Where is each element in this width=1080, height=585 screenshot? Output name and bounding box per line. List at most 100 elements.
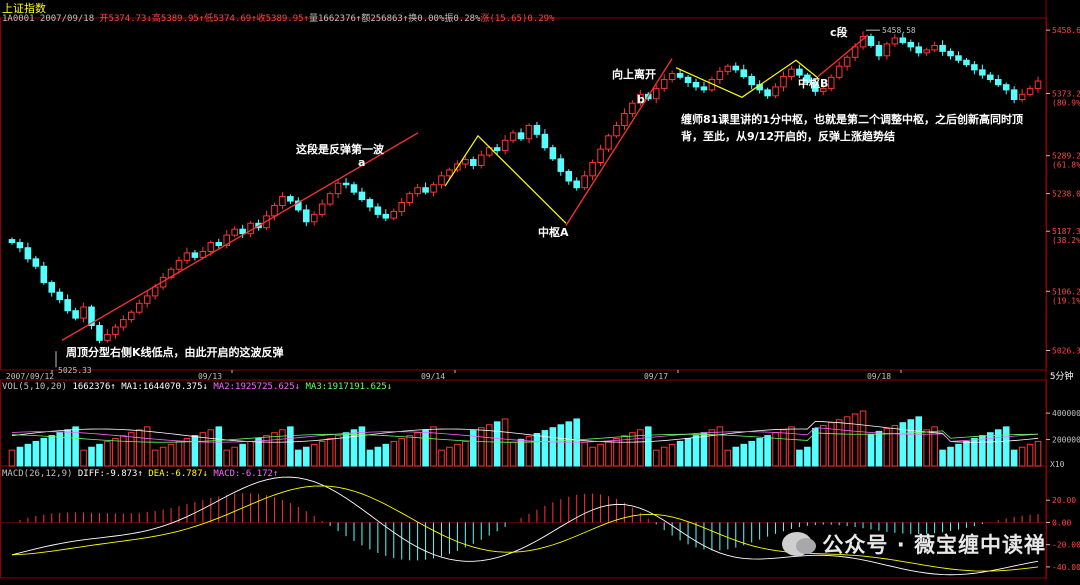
candle-body <box>334 182 342 195</box>
volume-bar <box>430 426 437 467</box>
candle-body <box>8 239 16 244</box>
volume-bar <box>1026 443 1034 467</box>
candle-body <box>668 73 676 81</box>
volume-bar <box>255 438 262 467</box>
volume-indicator-header: VOL(5,10,20) 1662376↑ MA1:1644070.375↓ M… <box>2 382 392 392</box>
fib-pct-label: (38.2%) <box>1052 236 1080 245</box>
volume-bar <box>175 440 183 467</box>
volume-bar <box>199 432 207 467</box>
vol-header-segment: MA2:1925725.625↓ <box>207 382 301 392</box>
candle-body <box>1018 93 1026 101</box>
annotation-second-zhongshu: 缠师81课里讲的1分中枢，也就是第二个调整中枢，之后创新高同时顶背，至此，从9/… <box>681 113 1023 143</box>
candle-body <box>40 265 48 284</box>
volume-bar <box>48 435 56 467</box>
candle-body <box>159 276 167 288</box>
volume-bar <box>366 449 374 467</box>
volume-bar <box>931 426 938 467</box>
candle-body <box>287 196 294 202</box>
volume-bar <box>438 449 445 467</box>
volume-bar <box>207 429 215 467</box>
volume-bar <box>772 432 779 467</box>
volume-bar <box>692 435 700 467</box>
volume-bar <box>88 446 95 467</box>
volume-bar <box>812 427 819 467</box>
volume-bar <box>159 446 167 467</box>
candle-body <box>676 73 684 78</box>
candle-body <box>613 124 620 137</box>
candle-body <box>366 199 374 208</box>
price-tick-label: 5238.0 <box>1052 190 1080 199</box>
volume-bar <box>875 430 883 467</box>
volume-bar <box>915 416 922 467</box>
candle-body <box>780 76 787 88</box>
volume-bar <box>589 446 596 467</box>
vol-ma10 <box>11 427 1039 443</box>
volume-bar <box>891 425 899 467</box>
candle-body <box>851 46 859 58</box>
vol-header-segment: MA3:1917191.625↓ <box>300 382 393 392</box>
candle-body <box>350 184 358 193</box>
volume-bar <box>684 438 692 467</box>
price-tick-label: 5106.2 <box>1052 287 1080 296</box>
info-segment: 开5374.73↓ <box>99 14 152 24</box>
volume-bar <box>851 413 859 467</box>
volume-bar <box>939 449 946 467</box>
candle-body <box>104 333 111 341</box>
candle-body <box>923 49 930 54</box>
volume-bar <box>565 421 573 467</box>
candle-body <box>637 93 644 104</box>
volume-bar <box>223 449 231 467</box>
wechat-icon <box>782 532 817 556</box>
price-panel-frame <box>0 17 1047 371</box>
candle-body <box>48 282 56 293</box>
period-label: 5分钟 <box>1050 370 1073 382</box>
trend-line-b <box>565 58 673 226</box>
candle-body <box>207 242 215 252</box>
vol-ma5 <box>11 420 1039 443</box>
candle-body <box>374 206 382 215</box>
volume-bar <box>398 438 405 467</box>
volume-bar <box>756 438 763 467</box>
candle-body <box>557 158 565 172</box>
volume-bar <box>295 449 302 467</box>
vol-header-segment: 1662376↑ <box>72 382 116 392</box>
volume-bar <box>239 443 246 467</box>
volume-bar <box>652 449 660 467</box>
candle-body <box>931 44 938 51</box>
info-segment: 量1662376↑ <box>308 14 362 24</box>
volume-bar <box>907 419 915 467</box>
volume-bar <box>724 449 732 467</box>
volume-bar <box>517 438 525 467</box>
price-tick-label: 5458.6 <box>1052 26 1080 35</box>
candle-body <box>517 132 525 140</box>
volume-bar <box>414 432 421 467</box>
volume-bar <box>708 429 716 467</box>
vol-unit-label: X10 <box>1050 460 1065 469</box>
volume-bar <box>279 429 286 467</box>
volume-bar <box>8 449 16 467</box>
volume-bar <box>112 438 119 467</box>
volume-bar <box>1018 446 1026 467</box>
candle-body <box>875 44 883 57</box>
candle-body <box>740 69 748 78</box>
candle-body <box>796 68 803 76</box>
volume-bar <box>446 446 453 467</box>
volume-bar <box>334 435 342 467</box>
candle-body <box>151 286 159 297</box>
fib-pct-label: (61.8%) <box>1052 161 1080 170</box>
candle-body <box>382 213 390 219</box>
candle-body <box>24 247 32 260</box>
volume-bar <box>979 435 986 467</box>
candle-body <box>565 170 573 182</box>
volume-bar <box>287 426 294 467</box>
volume-bar <box>700 432 708 467</box>
price-tick-label: 5026.3 <box>1052 347 1080 356</box>
volume-bar <box>151 449 159 467</box>
volume-bar <box>406 435 413 467</box>
candle-body <box>629 102 636 115</box>
volume-bar <box>80 449 87 467</box>
candle-body <box>812 81 819 92</box>
volume-bar <box>971 438 978 467</box>
candle-body <box>915 46 922 54</box>
